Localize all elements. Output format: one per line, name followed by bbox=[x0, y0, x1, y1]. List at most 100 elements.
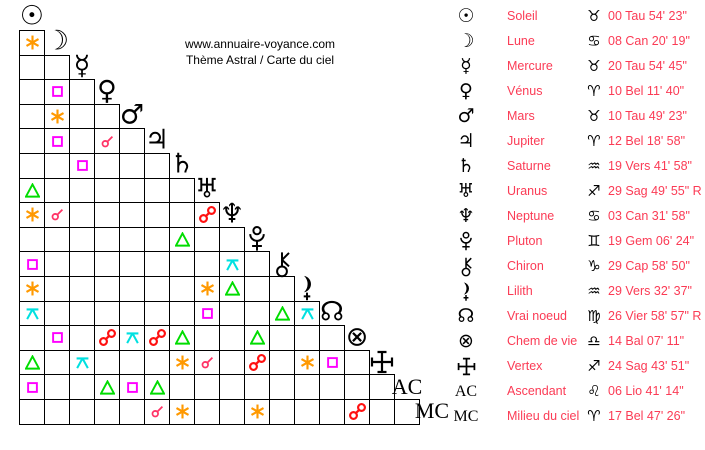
square-aspect-icon bbox=[126, 381, 138, 393]
aspect-cell-chiron-x-mars bbox=[119, 251, 145, 277]
aspect-cell-vertex-x-pluton bbox=[244, 349, 270, 376]
legend-planet-name: Soleil bbox=[507, 8, 538, 23]
legend-position-value: 10 Tau 49' 23" bbox=[608, 108, 687, 123]
pluton-glyph-icon bbox=[249, 226, 265, 251]
trine-aspect-icon bbox=[24, 182, 40, 198]
aspect-cell-venus-x-lune bbox=[44, 79, 70, 105]
aspect-cell-saturne-x-lune bbox=[44, 153, 70, 179]
sextile-aspect-icon bbox=[50, 109, 64, 124]
square-aspect-icon bbox=[201, 308, 213, 319]
zodiac-sign-icon-gem: ♊ bbox=[587, 231, 601, 250]
legend-glyph-neptune: ♆ bbox=[457, 204, 475, 227]
sextile-aspect-icon bbox=[200, 281, 214, 296]
aspect-cell-neptune-x-mars bbox=[119, 202, 145, 228]
aspect-cell-milieu-du-ciel-x-lilith bbox=[294, 399, 320, 425]
aspect-cell-chem-de-vie-x-mercure bbox=[69, 325, 95, 351]
aspect-cell-ascendant-x-vertex bbox=[369, 374, 395, 400]
legend-row-venus: ♀ Vénus ♈ 10 Bel 11' 40" bbox=[450, 79, 705, 104]
chiron-glyph-icon bbox=[461, 257, 472, 277]
legend-position-value: 26 Vier 58' 57" R bbox=[608, 308, 702, 323]
aspect-cell-milieu-du-ciel-x-mars bbox=[119, 399, 145, 425]
square-aspect-icon bbox=[51, 86, 63, 98]
aspect-cell-mercure-x-lune bbox=[44, 54, 70, 81]
legend-planet-name: Vrai noeud bbox=[507, 308, 567, 323]
zodiac-sign-icon-tau: ♉ bbox=[587, 106, 601, 125]
aspect-cell-vrai-noeud-x-lune bbox=[44, 300, 70, 327]
aspect-cell-saturne-x-venus bbox=[94, 153, 120, 179]
legend-planet-name: Neptune bbox=[507, 208, 555, 223]
legend-row-milieu-du-ciel: MC Milieu du ciel ♈ 17 Bel 47' 26" bbox=[450, 404, 705, 429]
legend-row-soleil: ☉ Soleil ♉ 00 Tau 54' 23" bbox=[450, 4, 705, 29]
aspect-cell-vertex-x-uranus bbox=[194, 349, 220, 376]
aspect-cell-vertex-x-chiron bbox=[269, 349, 295, 376]
aspect-cell-vertex-x-lune bbox=[44, 349, 70, 376]
legend-row-vrai-noeud: ☊ Vrai noeud ♍ 26 Vier 58' 57" R bbox=[450, 304, 705, 329]
legend-row-jupiter: ♃ Jupiter ♈ 12 Bel 18' 58" bbox=[450, 129, 705, 154]
aspect-cell-vertex-x-chem-de-vie bbox=[344, 349, 370, 376]
aspect-cell-vertex-x-lilith bbox=[294, 349, 320, 376]
aspect-cell-mars-x-lune bbox=[44, 103, 70, 130]
sextile-aspect-icon bbox=[25, 281, 39, 296]
legend-glyph-chiron bbox=[450, 254, 482, 279]
aspect-cell-vertex-x-mercure bbox=[69, 349, 95, 376]
aspect-cell-pluton-x-lune bbox=[44, 226, 70, 253]
legend-glyph-milieu-du-ciel: MC bbox=[453, 407, 479, 425]
aspect-cell-uranus-x-lune bbox=[44, 177, 70, 204]
zodiac-sign-icon-bel: ♈ bbox=[587, 131, 601, 150]
aspect-cell-chem-de-vie-x-vrai-noeud bbox=[319, 325, 345, 351]
aspect-cell-neptune-x-lune bbox=[44, 202, 70, 228]
legend-position-value: 20 Tau 54' 45" bbox=[608, 58, 687, 73]
sextile-aspect-icon bbox=[300, 355, 314, 370]
aspect-cell-chem-de-vie-x-venus bbox=[94, 325, 120, 351]
legend-row-chiron: Chiron ♑ 29 Cap 58' 50" bbox=[450, 254, 705, 279]
aspect-cell-chem-de-vie-x-lune bbox=[44, 325, 70, 351]
legend-row-chem-de-vie: ⊗ Chem de vie ♎ 14 Bal 07' 11" bbox=[450, 329, 705, 354]
legend-planet-name: Lune bbox=[507, 33, 535, 48]
opposition-aspect-icon bbox=[148, 329, 166, 347]
trine-aspect-icon bbox=[274, 305, 290, 321]
aspect-cell-milieu-du-ciel-x-venus bbox=[94, 399, 120, 425]
aspect-cell-neptune-x-uranus bbox=[194, 202, 220, 228]
aspect-cell-milieu-du-ciel-x-ascendant bbox=[394, 399, 420, 425]
pluton-glyph-icon bbox=[460, 231, 472, 251]
aspect-cell-milieu-du-ciel-x-lune bbox=[44, 399, 70, 425]
lilith-glyph-icon bbox=[303, 276, 311, 301]
opposition-aspect-icon bbox=[348, 403, 366, 421]
square-aspect-icon bbox=[326, 357, 338, 368]
legend-planet-name: Lilith bbox=[507, 283, 533, 298]
legend-glyph-saturne: ♄ bbox=[457, 154, 475, 177]
legend-row-pluton: Pluton ♊ 19 Gem 06' 24" bbox=[450, 229, 705, 254]
grid-glyph-ascendant: AC bbox=[391, 373, 423, 399]
aspect-cell-jupiter-x-mercure bbox=[69, 128, 95, 154]
zodiac-sign-icon-vier: ♍ bbox=[587, 306, 601, 325]
aspect-cell-ascendant-x-jupiter bbox=[144, 374, 170, 400]
aspect-cell-lilith-x-lune bbox=[44, 276, 70, 302]
aspect-cell-milieu-du-ciel-x-saturne bbox=[169, 399, 195, 425]
sextile-aspect-icon bbox=[25, 35, 39, 50]
aspect-cell-neptune-x-venus bbox=[94, 202, 120, 228]
aspect-cell-lilith-x-mercure bbox=[69, 276, 95, 302]
trine-aspect-icon bbox=[224, 281, 240, 296]
sextile-aspect-icon bbox=[25, 208, 39, 222]
legend-planet-name: Vénus bbox=[507, 83, 543, 98]
aspect-cell-ascendant-x-lune bbox=[44, 374, 70, 400]
grid-glyph-saturne: ♄ bbox=[169, 148, 195, 180]
aspect-cell-neptune-x-mercure bbox=[69, 202, 95, 228]
aspect-cell-chem-de-vie-x-saturne bbox=[169, 325, 195, 351]
legend-row-neptune: ♆ Neptune ♋ 03 Can 31' 58" bbox=[450, 204, 705, 229]
grid-glyph-chem-de-vie: ⊗ bbox=[345, 320, 369, 352]
zodiac-sign-icon-sag: ♐ bbox=[587, 356, 601, 375]
legend-position-value: 29 Vers 32' 37" bbox=[608, 283, 692, 298]
conjunction-aspect-icon bbox=[151, 406, 163, 418]
quincunx-aspect-icon bbox=[300, 308, 314, 320]
legend-position-value: 10 Bel 11' 40" bbox=[608, 83, 685, 98]
legend-planet-name: Chiron bbox=[507, 258, 544, 273]
legend-position-value: 29 Sag 49' 55" R bbox=[608, 183, 702, 198]
aspect-cell-chem-de-vie-x-soleil bbox=[19, 325, 45, 351]
zodiac-sign-icon-tau: ♉ bbox=[587, 6, 601, 25]
zodiac-sign-icon-can: ♋ bbox=[587, 31, 601, 50]
legend-glyph-jupiter: ♃ bbox=[457, 129, 475, 152]
aspect-cell-chem-de-vie-x-lilith bbox=[294, 325, 320, 351]
aspect-cell-vrai-noeud-x-mars bbox=[119, 300, 145, 327]
quincunx-aspect-icon bbox=[25, 308, 39, 320]
